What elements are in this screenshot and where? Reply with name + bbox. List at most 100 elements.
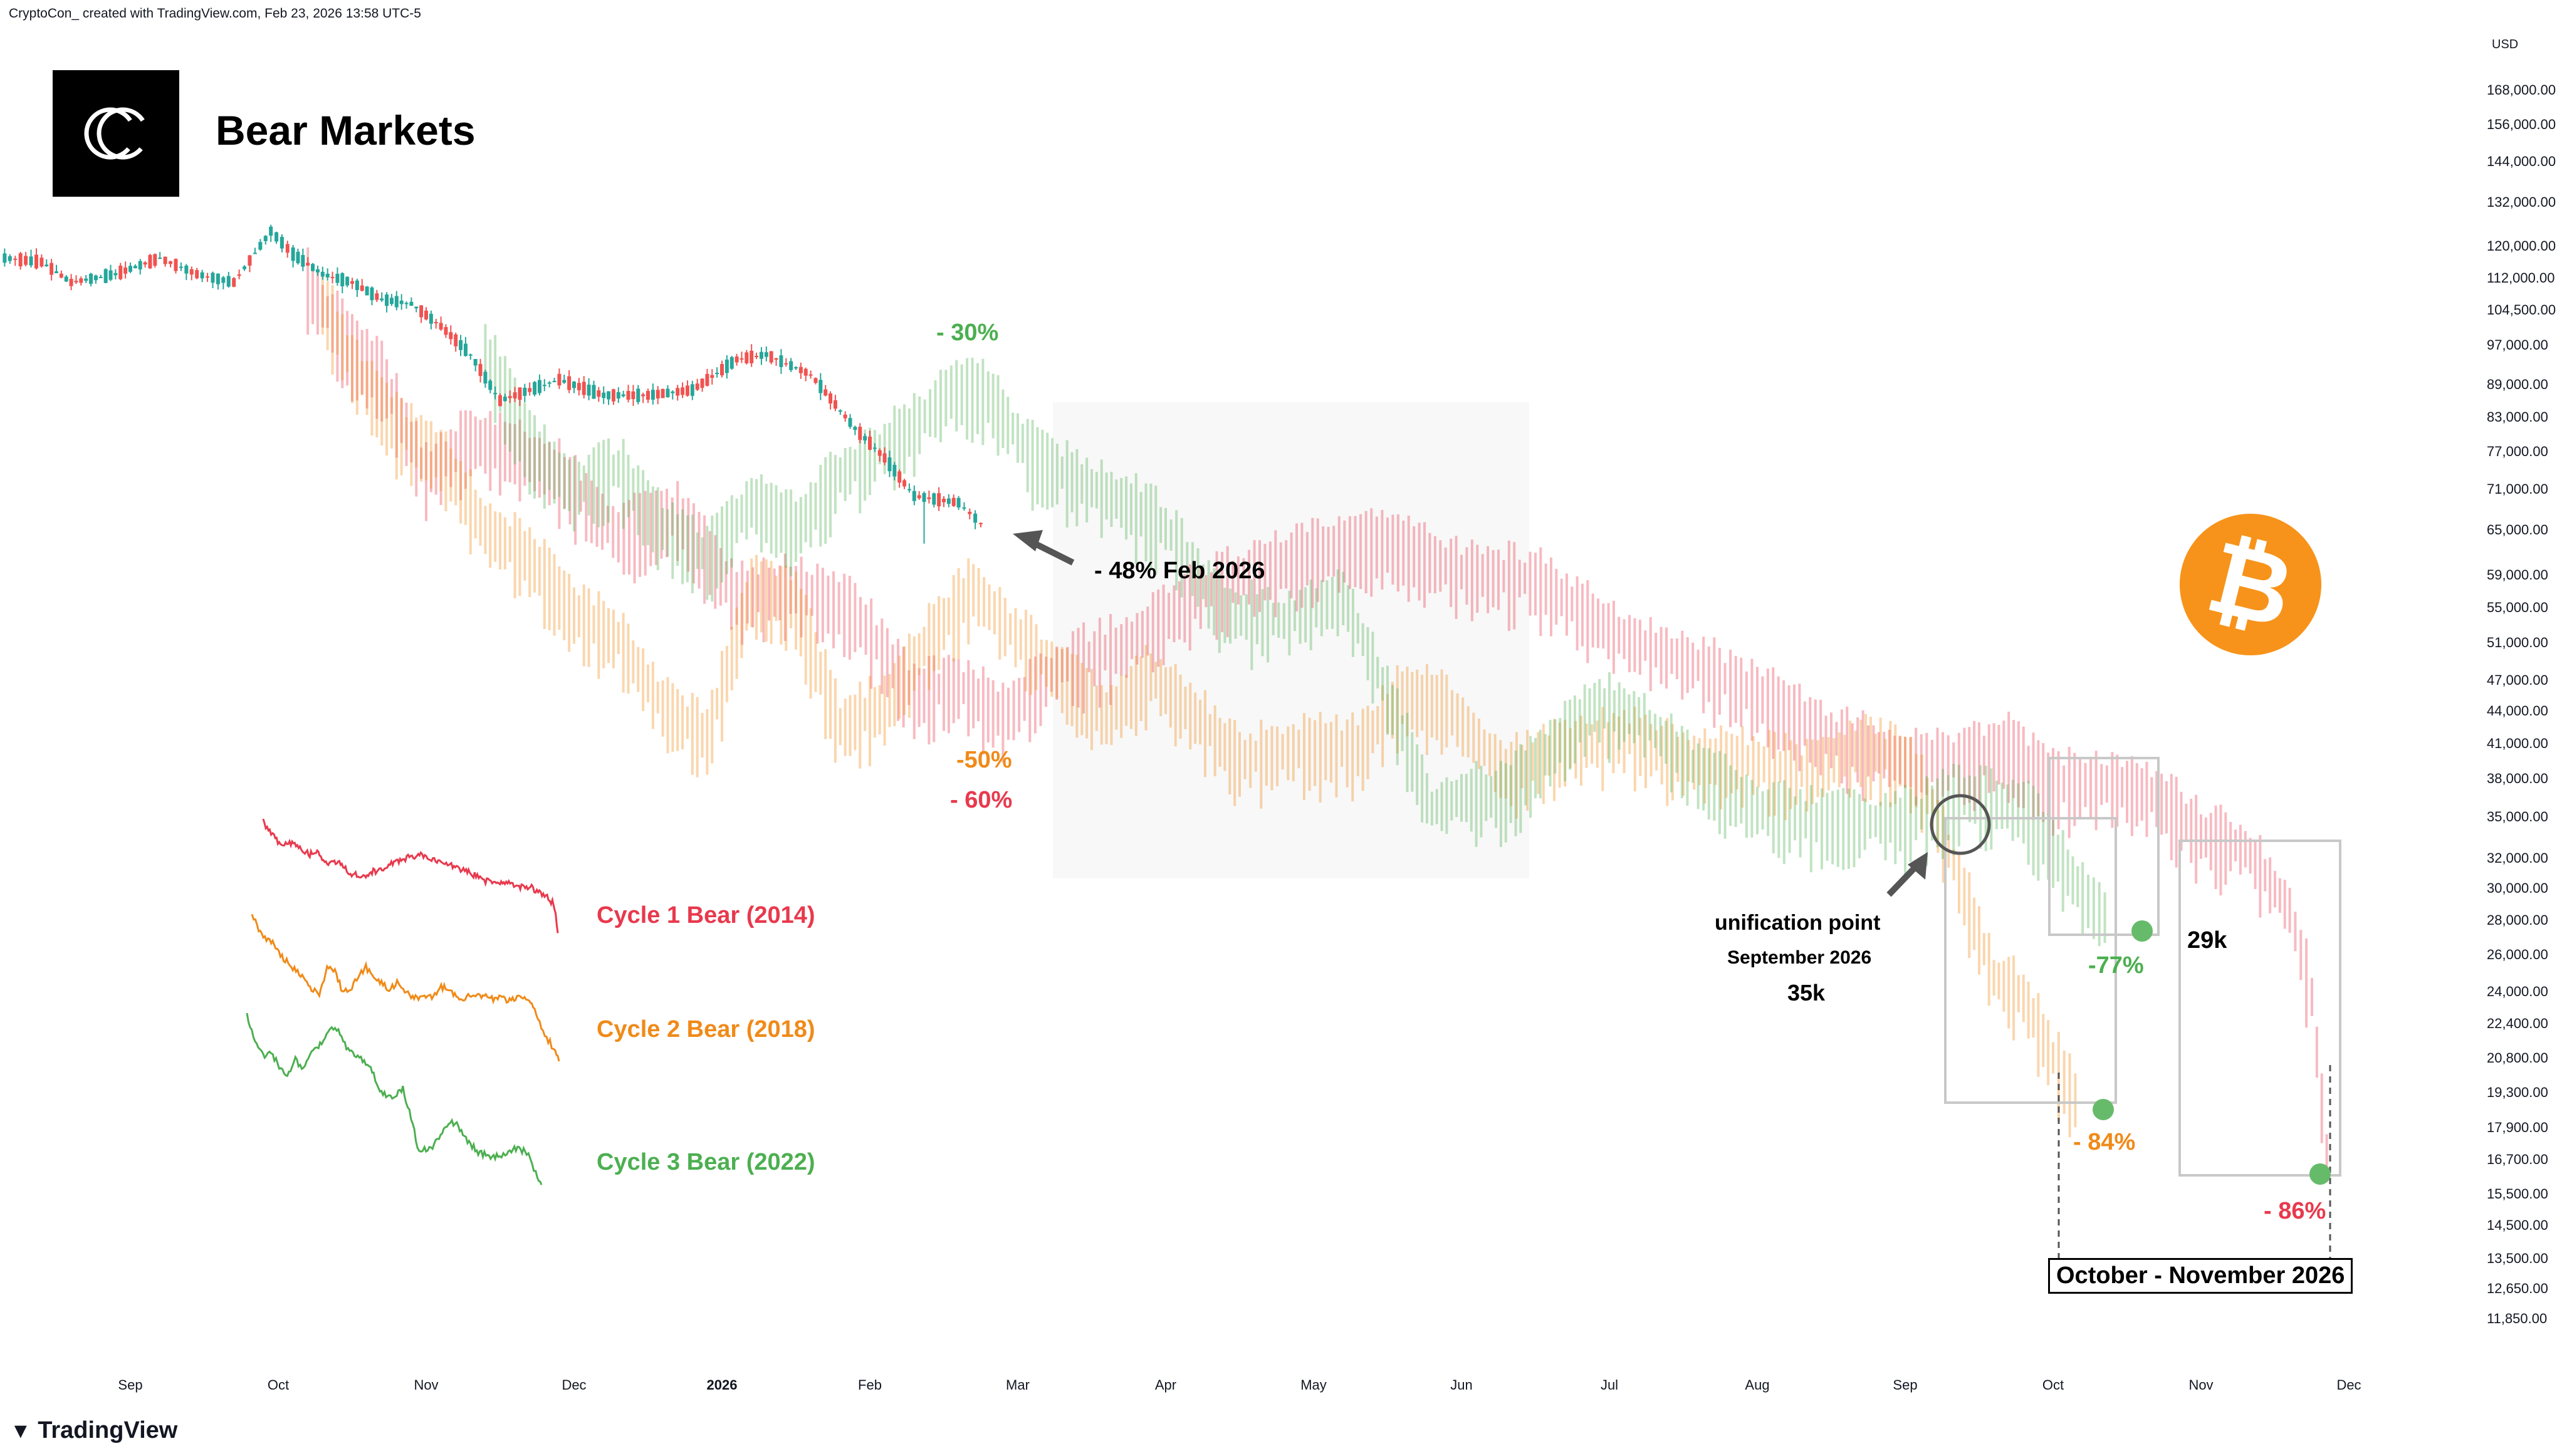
btc-candle xyxy=(567,376,572,390)
green-target-dot xyxy=(2131,920,2153,942)
btc-candle xyxy=(582,382,586,395)
btc-candle xyxy=(493,393,498,395)
btc-candle xyxy=(656,390,660,398)
y-tick-label: 15,500.00 xyxy=(2487,1186,2548,1202)
btc-candle xyxy=(449,332,453,340)
btc-candle xyxy=(877,450,882,456)
btc-candle xyxy=(858,427,862,440)
btc-candle xyxy=(700,378,704,388)
btc-candle xyxy=(253,252,257,254)
btc-candle xyxy=(444,326,448,335)
annotation-red-mid: - 60% xyxy=(950,787,1013,813)
btc-candle xyxy=(118,266,123,279)
btc-candle xyxy=(808,374,813,376)
btc-candle xyxy=(863,436,867,440)
btc-candle xyxy=(542,385,546,387)
btc-candle xyxy=(335,274,340,283)
unification-circle xyxy=(1930,794,1991,855)
btc-candle xyxy=(189,269,194,275)
btc-candle xyxy=(84,278,88,281)
btc-candle xyxy=(44,264,49,266)
btc-candle xyxy=(710,375,714,378)
btc-candle xyxy=(29,256,33,266)
btc-candle xyxy=(962,507,966,509)
y-tick-label: 20,800.00 xyxy=(2487,1049,2548,1066)
x-tick-label: Apr xyxy=(1154,1377,1177,1393)
btc-candle xyxy=(478,363,483,377)
tradingview-brand[interactable]: ▼ TradingView xyxy=(10,1417,177,1444)
btc-candle xyxy=(631,391,635,400)
btc-candle xyxy=(616,392,620,399)
y-tick-label: 89,000.00 xyxy=(2487,377,2548,393)
bitcoin-logo: ₿ xyxy=(2180,514,2321,655)
annotation-green-low-pct: -77% xyxy=(2088,952,2144,979)
btc-candle xyxy=(794,367,798,369)
btc-candle xyxy=(750,350,754,363)
btc-candle xyxy=(394,296,399,308)
btc-candle xyxy=(951,497,956,506)
y-tick-label: 83,000.00 xyxy=(2487,408,2548,425)
btc-candle xyxy=(128,266,132,272)
btc-candle xyxy=(968,511,972,514)
btc-candle xyxy=(389,298,394,304)
y-tick-label: 38,000.00 xyxy=(2487,771,2548,787)
btc-candle xyxy=(503,397,507,402)
y-tick-label: 32,000.00 xyxy=(2487,850,2548,866)
btc-candle xyxy=(179,266,183,268)
btc-candle xyxy=(513,392,517,398)
btc-candle xyxy=(872,447,877,449)
btc-candle xyxy=(572,382,576,388)
btc-candle xyxy=(232,278,236,287)
annotation-green-low-price: 29k xyxy=(2187,927,2227,954)
btc-candle xyxy=(774,358,778,360)
btc-candle xyxy=(508,396,512,398)
btc-candle xyxy=(592,385,596,399)
annotation-unification-date: September 2026 xyxy=(1727,947,1872,968)
y-tick-label: 132,000.00 xyxy=(2487,194,2556,210)
btc-candle xyxy=(979,523,983,524)
btc-candle xyxy=(59,273,63,278)
btc-candle xyxy=(946,498,951,504)
btc-candle xyxy=(917,495,921,499)
btc-candle xyxy=(419,305,424,318)
btc-candle xyxy=(626,391,630,400)
btc-candle xyxy=(221,277,226,283)
y-tick-label: 144,000.00 xyxy=(2487,153,2556,170)
btc-candle xyxy=(759,351,763,359)
y-tick-label: 77,000.00 xyxy=(2487,444,2548,460)
legend-sparkline-0 xyxy=(262,818,559,933)
btc-candle xyxy=(158,257,162,259)
x-tick-label: Sep xyxy=(1893,1377,1918,1393)
btc-candle xyxy=(330,276,335,278)
y-tick-label: 16,700.00 xyxy=(2487,1152,2548,1168)
price-chart[interactable] xyxy=(0,38,2482,1385)
x-tick-label: Mar xyxy=(1006,1377,1030,1393)
btc-candle xyxy=(907,489,911,491)
btc-candle xyxy=(838,410,842,412)
annotation-red-low-pct: - 86% xyxy=(2264,1198,2326,1224)
btc-candle xyxy=(459,340,463,350)
btc-candle xyxy=(434,322,438,324)
btc-candle xyxy=(715,372,719,374)
btc-candle xyxy=(79,278,83,283)
btc-candle xyxy=(3,253,7,263)
btc-candle xyxy=(562,380,567,383)
btc-candle xyxy=(705,373,709,386)
btc-candle xyxy=(641,394,646,397)
btc-candle xyxy=(463,343,468,356)
y-tick-label: 24,000.00 xyxy=(2487,984,2548,1000)
btc-candle xyxy=(365,286,369,296)
btc-candle xyxy=(360,285,364,291)
btc-candle xyxy=(108,270,113,280)
legend-cycle2: Cycle 2 Bear (2018) xyxy=(597,1016,815,1043)
btc-candle xyxy=(651,390,655,400)
chart-credit: CryptoCon_ created with TradingView.com,… xyxy=(9,6,421,21)
btc-candle xyxy=(607,391,611,400)
btc-candle xyxy=(740,358,744,360)
btc-candle xyxy=(528,388,532,392)
btc-candle xyxy=(922,493,926,502)
y-tick-label: 112,000.00 xyxy=(2487,270,2555,286)
btc-candle xyxy=(892,464,897,477)
btc-candle xyxy=(306,263,310,266)
red-projection-box xyxy=(2178,840,2341,1177)
